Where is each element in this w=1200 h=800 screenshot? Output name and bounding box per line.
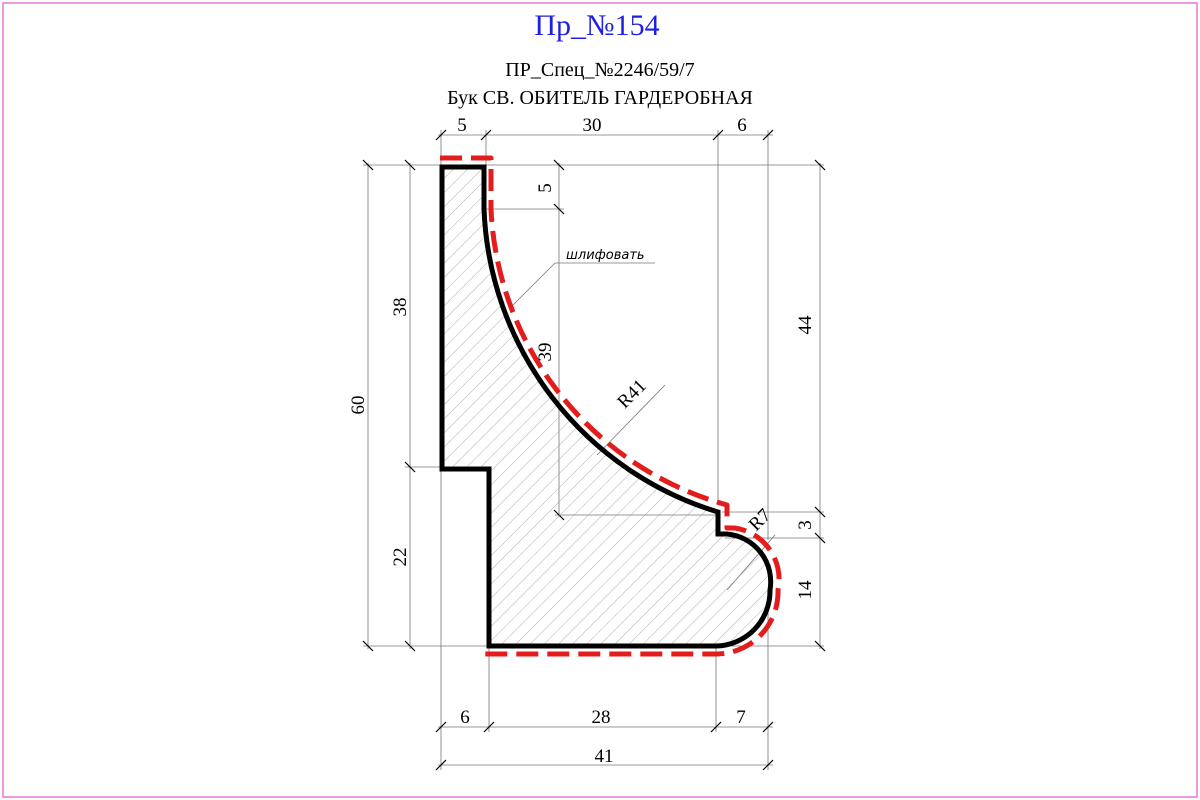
profile-name: Бук СВ. ОБИТЕЛЬ ГАРДЕРОБНАЯ	[447, 87, 753, 109]
profile-section	[439, 164, 774, 649]
profile-code: ПР_Спец_№2246/59/7	[505, 59, 694, 81]
sanding-outline	[440, 155, 782, 657]
dim-top-left: 5	[457, 115, 467, 136]
dim-left-total: 60	[348, 396, 369, 415]
dim-bottom-right: 7	[736, 707, 746, 728]
dim-left-lower: 22	[390, 548, 411, 567]
dim-inner-height: 39	[535, 343, 556, 362]
dim-right-lower: 14	[795, 580, 816, 600]
radius-small-label: R7	[745, 505, 776, 536]
dim-bottom-total: 41	[595, 746, 614, 767]
dim-left-upper: 38	[390, 298, 411, 317]
dim-top-middle: 30	[583, 115, 602, 136]
dim-inner-top: 5	[535, 183, 556, 193]
sanding-note: шлифовать	[566, 248, 645, 263]
dim-right-small: 3	[795, 520, 816, 530]
radius-large-label: R41	[613, 375, 650, 412]
drawing-title: Пр_№154	[534, 9, 659, 42]
dim-bottom-middle: 28	[592, 707, 611, 728]
dim-right-upper: 44	[795, 315, 816, 335]
dim-bottom-left: 6	[460, 707, 470, 728]
dim-top-right: 6	[737, 115, 747, 136]
